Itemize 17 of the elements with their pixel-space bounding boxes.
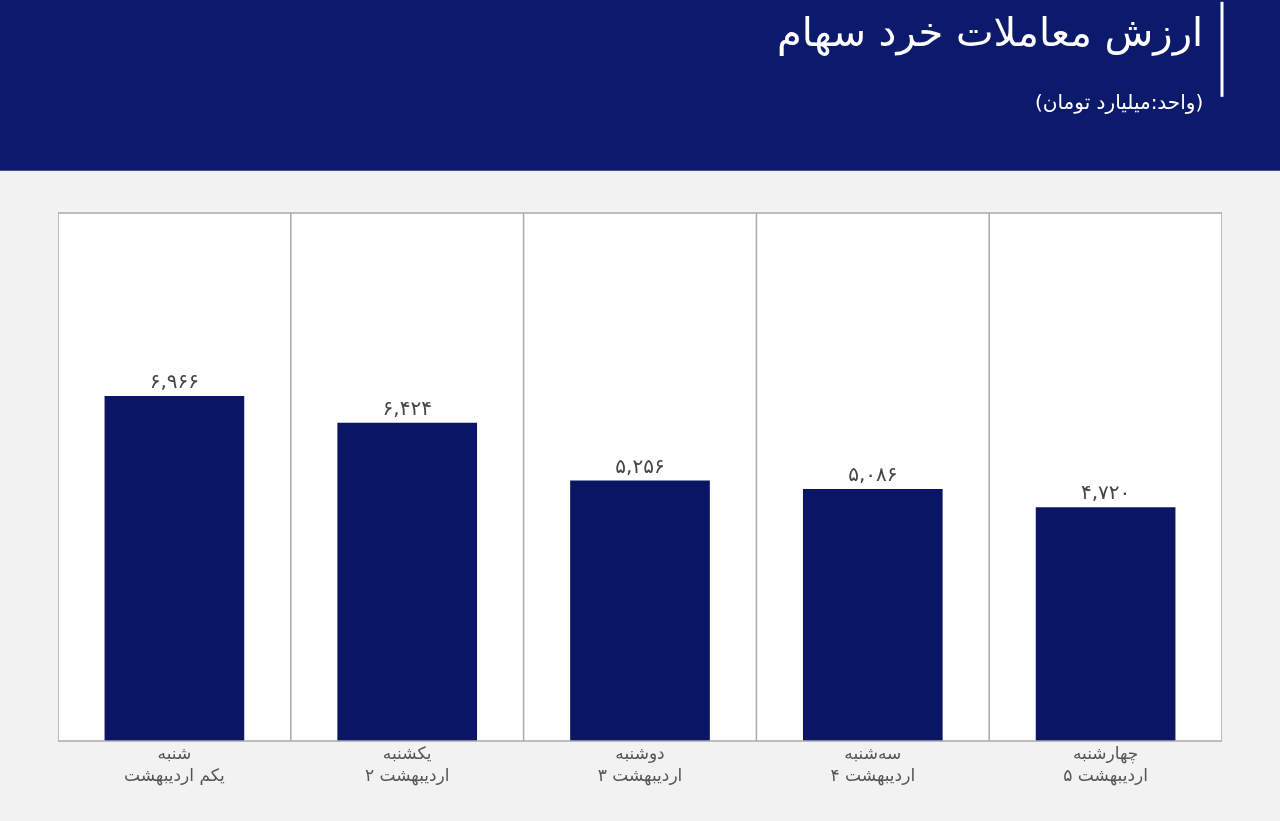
data-label: ۴,۷۲۰ — [1080, 480, 1131, 505]
data-label: ۶,۹۶۶ — [149, 368, 200, 393]
bar — [1035, 507, 1176, 741]
data-label: ۶,۴۲۴ — [382, 395, 432, 420]
x-tick-label: چهارشنبه ۵ اردیبهشت — [1063, 743, 1148, 787]
x-tick-label: شنبه یکم اردیبهشت — [123, 743, 226, 787]
bar — [802, 489, 943, 741]
x-tick-label: دوشنبه ۳ اردیبهشت — [597, 743, 683, 787]
bar — [337, 422, 478, 741]
x-tick-label: یکشنبه ۲ اردیبهشت — [364, 743, 450, 787]
chart-subtitle: (واحد:میلیارد تومان) — [1035, 90, 1204, 114]
bar — [570, 480, 710, 741]
data-label: ۵,۲۵۶ — [615, 453, 665, 478]
data-label: ۵,۰۸۶ — [848, 462, 898, 487]
bar — [104, 395, 245, 741]
x-tick-label: سه‌شنبه ۴ اردیبهشت — [830, 743, 916, 787]
chart-title: ارزش معاملات خرد سهام — [777, 9, 1204, 56]
